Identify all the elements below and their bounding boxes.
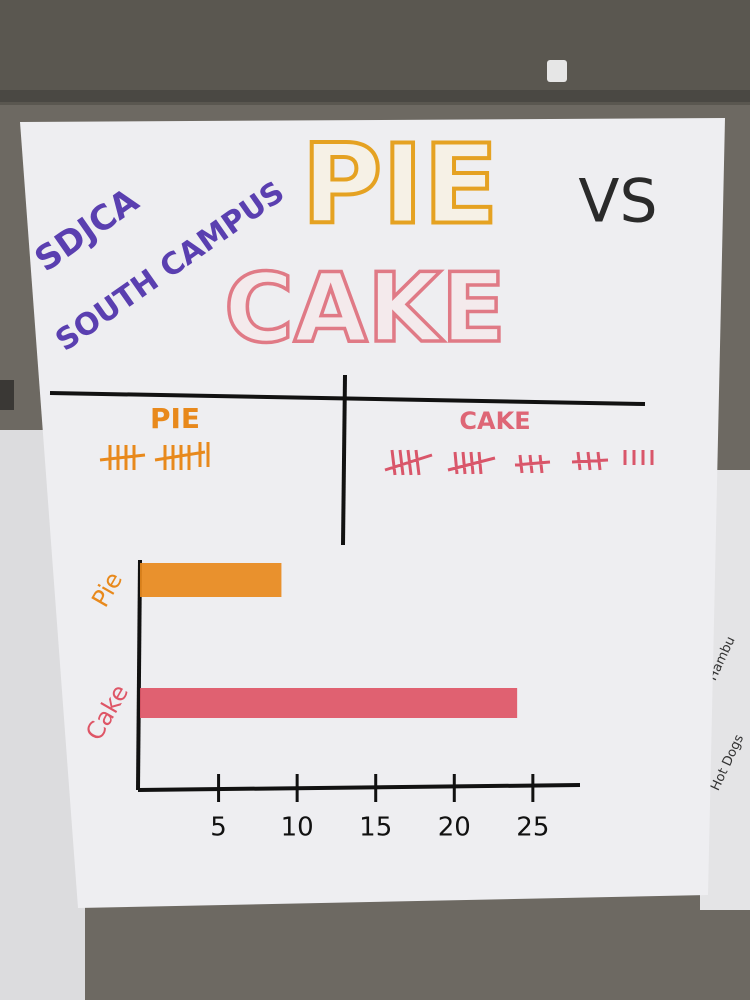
title-pie: PIE [302,120,499,248]
trim-edge [0,90,750,102]
bar [140,688,518,718]
x-tick-label: 15 [359,813,392,843]
x-tick-label: 10 [281,813,314,843]
left-clip [0,380,14,410]
x-tick-label: 20 [438,813,471,843]
tally-heading: CAKE [459,407,530,435]
x-tick-label: 5 [210,813,227,843]
hook [547,60,567,82]
cake-tallies [384,449,654,476]
title-cake: CAKE [224,254,506,364]
y-axis [136,559,142,791]
table-rule [49,391,646,406]
x-tick-label: 25 [516,813,549,843]
tally-heading: PIE [150,402,200,435]
x-axis [137,783,581,792]
bar [140,563,282,597]
vs: VS [578,167,657,237]
wall-trim [0,0,750,105]
table-divider [341,374,347,546]
pie-tallies [99,442,210,470]
